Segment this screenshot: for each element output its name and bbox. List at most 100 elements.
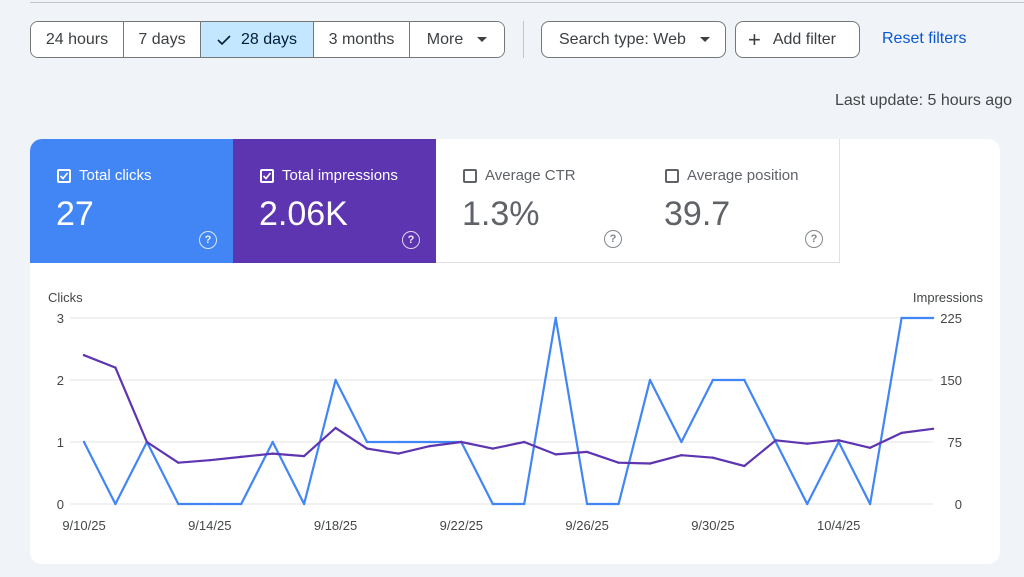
help-icon[interactable]: ? (604, 230, 622, 248)
data-point-impressions (648, 462, 652, 465)
data-point-impressions (271, 452, 274, 455)
data-point-clicks (554, 316, 557, 320)
y-tick-label-right: 225 (940, 311, 962, 326)
metric-total-clicks[interactable]: Total clicks 27 ? (30, 139, 233, 263)
metric-value: 39.7 (664, 195, 731, 233)
data-point-impressions (585, 450, 589, 454)
data-point-clicks (240, 502, 243, 506)
y-tick-label-right: 75 (948, 435, 962, 450)
metric-value: 1.3% (462, 195, 540, 233)
performance-chart: 0 1 2 3 0 75 150 225 Clicks Impressions 9/10/25 9/1… (48, 290, 984, 533)
x-tick-label: 10/4/25 (817, 518, 860, 533)
data-point-clicks (208, 502, 211, 506)
checkbox-unchecked-icon[interactable] (665, 168, 679, 183)
data-point-impressions (302, 454, 306, 458)
toolbar-divider (523, 21, 524, 58)
data-point-clicks (177, 502, 180, 506)
data-point-clicks (428, 440, 432, 444)
data-point-clicks (711, 378, 715, 382)
y-tick-label-left: 3 (57, 311, 64, 326)
data-point-impressions (868, 446, 872, 449)
metric-average-position[interactable]: Average position 39.7 ? (638, 139, 840, 263)
checkbox-checked-icon[interactable] (260, 168, 274, 183)
date-24-hours-button[interactable]: 24 hours (31, 22, 124, 57)
y-axis-title-right: Impressions (913, 290, 984, 305)
data-point-clicks (900, 316, 903, 320)
data-point-impressions (743, 464, 746, 468)
reset-filters-link[interactable]: Reset filters (882, 30, 967, 47)
metric-label: Total clicks (79, 167, 152, 184)
metric-average-ctr[interactable]: Average CTR 1.3% ? (436, 139, 639, 263)
data-point-impressions (931, 427, 935, 430)
data-point-impressions (177, 461, 180, 464)
checkbox-unchecked-icon[interactable] (463, 168, 477, 183)
checkbox-checked-icon[interactable] (57, 168, 71, 183)
metric-label: Average position (687, 167, 799, 184)
data-point-impressions (114, 366, 117, 369)
y-tick-label-right: 0 (955, 497, 962, 512)
search-type-dropdown[interactable]: Search type: Web (541, 21, 726, 58)
data-point-impressions (617, 461, 620, 464)
date-28-days-button[interactable]: 28 days (201, 22, 314, 57)
add-filter-button[interactable]: + Add filter (735, 21, 860, 58)
series-line-impressions (83, 354, 934, 468)
y-axis-title-left: Clicks (48, 290, 83, 305)
date-more-dropdown[interactable]: More (410, 22, 504, 57)
data-point-clicks (648, 378, 652, 382)
series-line-clicks (83, 316, 933, 506)
metric-value: 27 (56, 195, 94, 233)
x-tick-label: 9/18/25 (314, 518, 357, 533)
data-point-clicks (365, 440, 369, 444)
y-tick-label-left: 0 (57, 497, 64, 512)
data-point-clicks (617, 502, 620, 506)
data-point-impressions (837, 439, 840, 442)
dropdown-arrow-icon (699, 37, 710, 42)
data-point-impressions (491, 447, 494, 450)
x-tick-label: 9/10/25 (62, 518, 105, 533)
plus-icon: + (748, 26, 761, 52)
data-point-clicks (271, 440, 274, 444)
y-tick-label-right: 150 (940, 373, 962, 388)
date-7-days-button[interactable]: 7 days (124, 22, 201, 57)
help-icon[interactable]: ? (199, 231, 217, 249)
data-point-clicks (397, 440, 400, 444)
data-point-impressions (680, 454, 683, 457)
data-point-impressions (397, 452, 400, 455)
metric-label: Total impressions (282, 167, 398, 184)
data-point-impressions (334, 426, 337, 430)
date-3-months-button[interactable]: 3 months (314, 22, 410, 57)
performance-card: Total clicks 27 ? Total impressions 2.06… (30, 139, 1000, 564)
data-point-impressions (523, 440, 526, 444)
data-point-clicks (680, 440, 683, 444)
data-point-clicks (743, 378, 746, 382)
data-point-clicks (334, 378, 337, 382)
data-point-impressions (428, 444, 432, 448)
data-point-impressions (460, 440, 463, 444)
dropdown-arrow-icon (477, 37, 488, 42)
date-range-selector: 24 hours 7 days 28 days 3 months More (30, 21, 505, 58)
metric-label: Average CTR (485, 167, 576, 184)
data-point-clicks (868, 502, 872, 506)
metric-total-impressions[interactable]: Total impressions 2.06K ? (233, 139, 436, 263)
data-point-clicks (491, 502, 494, 506)
data-point-clicks (114, 502, 117, 506)
y-tick-label-left: 2 (57, 373, 64, 388)
metric-value: 2.06K (259, 195, 348, 233)
y-tick-label-left: 1 (57, 435, 64, 450)
x-tick-label: 9/30/25 (691, 518, 734, 533)
data-point-impressions (711, 456, 715, 459)
data-point-impressions (554, 453, 557, 456)
data-point-impressions (774, 439, 777, 442)
help-icon[interactable]: ? (805, 230, 823, 248)
help-icon[interactable]: ? (402, 231, 420, 249)
data-point-impressions (82, 354, 86, 357)
data-point-clicks (302, 502, 306, 506)
data-point-clicks (523, 502, 526, 506)
top-divider (30, 2, 1024, 3)
data-point-impressions (806, 442, 809, 445)
checkmark-icon (217, 34, 231, 45)
data-point-clicks (82, 440, 86, 444)
data-point-clicks (931, 316, 935, 320)
data-point-clicks (806, 502, 809, 506)
data-point-impressions (900, 431, 903, 435)
